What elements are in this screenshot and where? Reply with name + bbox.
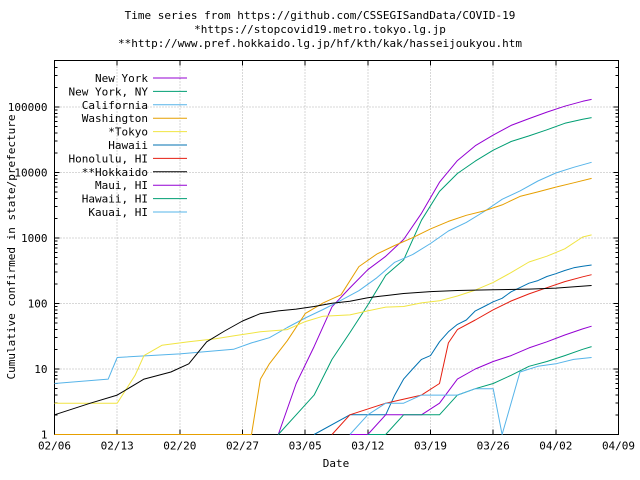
legend-label: Kauai, HI [88, 206, 148, 219]
legend-label: New York [95, 72, 148, 85]
series-line [349, 357, 592, 435]
series-line [331, 274, 592, 435]
legend-label: Hawaii, HI [82, 193, 148, 206]
series-line [54, 161, 592, 384]
legend-label: **Hokkaido [82, 166, 148, 179]
x-tick-label: 02/20 [163, 440, 196, 453]
x-tick-label: 04/09 [602, 440, 635, 453]
x-tick-label: 02/27 [226, 440, 259, 453]
x-tick-label: 03/26 [477, 440, 510, 453]
y-tick-label: 1 [41, 429, 48, 442]
x-tick-label: 03/05 [289, 440, 322, 453]
series-line [277, 117, 592, 435]
legend-label: Washington [82, 112, 148, 125]
series-line [367, 346, 592, 435]
y-axis-label: Cumulative confirmed in state/prefecture [5, 115, 18, 380]
x-tick-label: 04/02 [539, 440, 572, 453]
series-line [277, 98, 592, 435]
legend-label: Maui, HI [95, 179, 148, 192]
series-line [54, 177, 592, 435]
legend-label: *Tokyo [108, 126, 148, 139]
y-tick-label: 10000 [14, 167, 47, 180]
legend-label: Hawaii [108, 139, 148, 152]
legend-label: New York, NY [69, 85, 149, 98]
plot-area: 02/06 02/13 02/20 02/27 03/05 03/12 03/19 03/26… [8, 60, 635, 453]
x-tick-label: 02/06 [38, 440, 71, 453]
series-line [349, 325, 592, 435]
x-tick-label: 03/12 [351, 440, 384, 453]
chart-title-line3: **http://www.pref.hokkaido.lg.jp/hf/kth/… [118, 37, 522, 50]
legend-label: Honolulu, HI [69, 152, 148, 165]
y-tick-label: 1000 [21, 232, 48, 245]
x-tick-label: 03/19 [414, 440, 447, 453]
x-tick-label: 02/13 [101, 440, 134, 453]
series-line [54, 285, 592, 416]
y-tick-label: 10 [34, 363, 47, 376]
series-line [54, 234, 592, 404]
y-tick-label: 100 [28, 298, 48, 311]
chart-title-line1: Time series from https://github.com/CSSE… [125, 9, 516, 22]
x-axis-label: Date [323, 457, 350, 470]
y-tick-label: 100000 [8, 101, 48, 114]
series-line [313, 264, 592, 435]
chart-title-line2: *https://stopcovid19.metro.tokyo.lg.jp [194, 23, 446, 36]
legend-label: California [82, 99, 148, 112]
plot-border [54, 60, 619, 435]
